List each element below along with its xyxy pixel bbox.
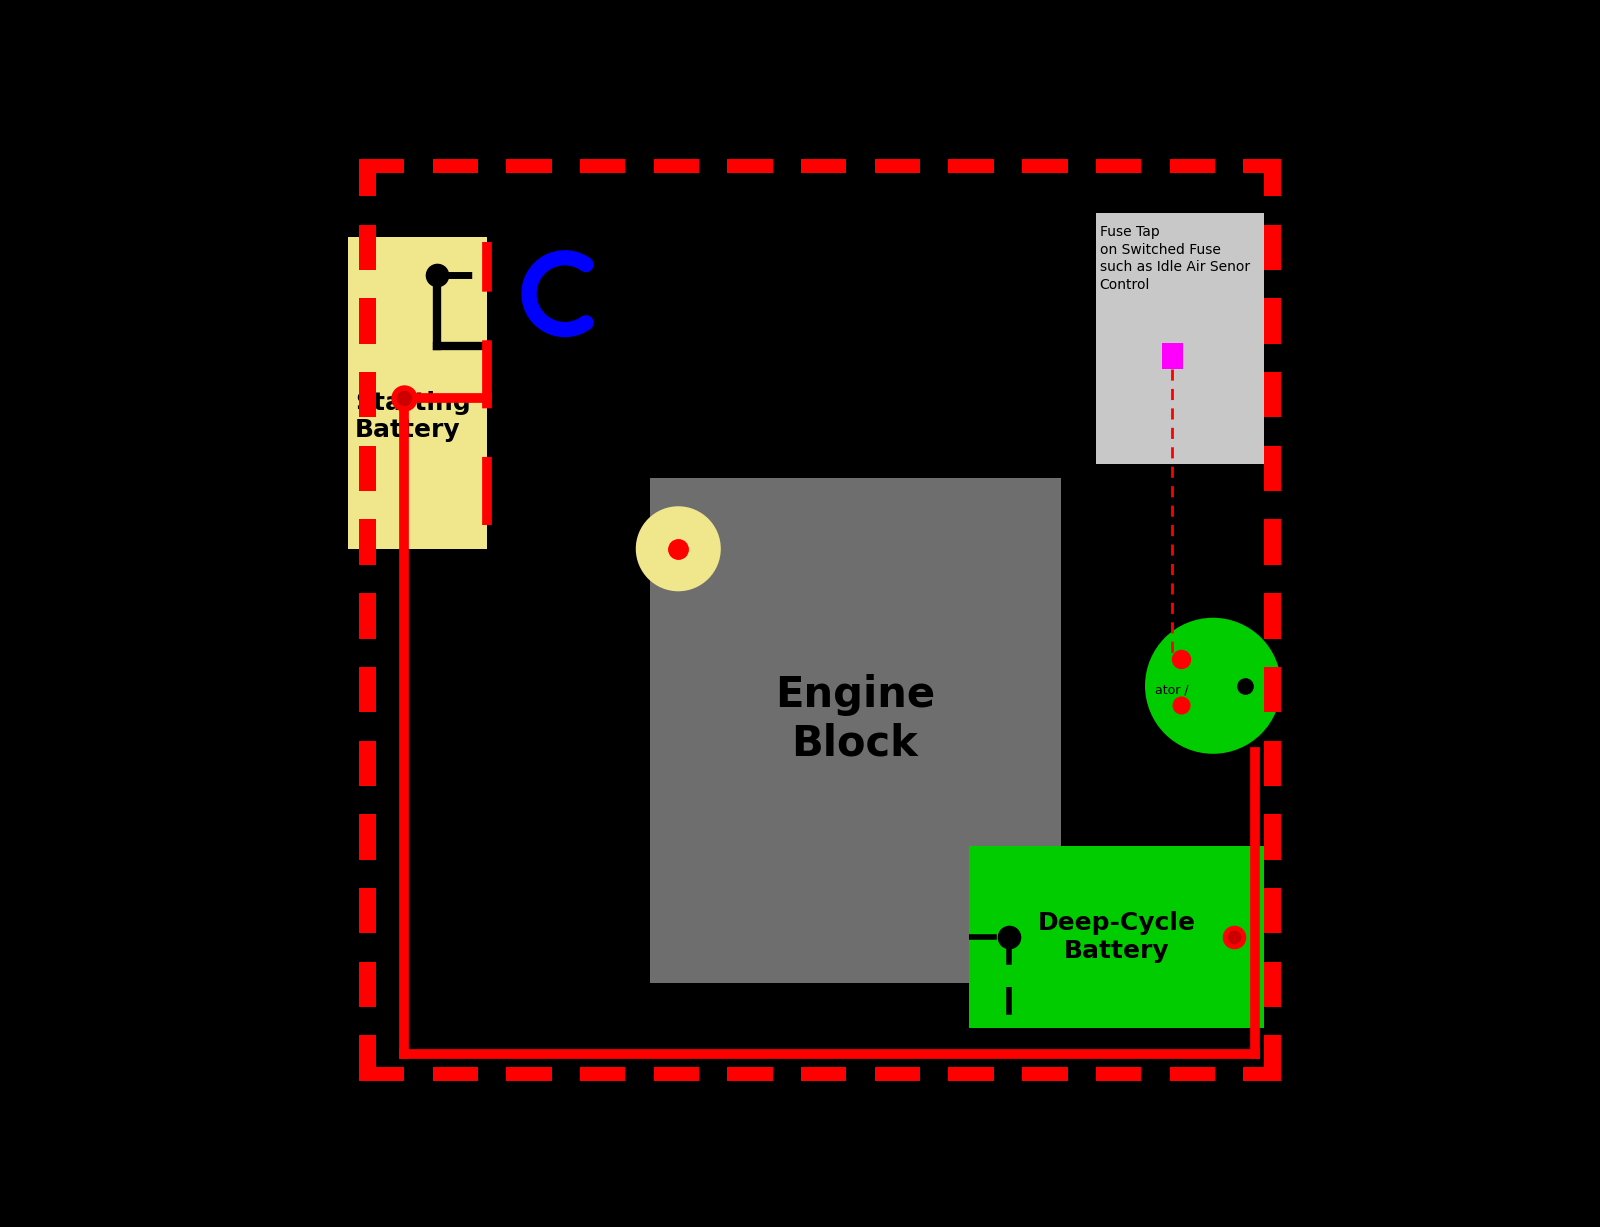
Bar bbox=[1264, 445, 1282, 491]
Bar bbox=[358, 1066, 405, 1081]
Bar bbox=[358, 962, 376, 1007]
Bar bbox=[347, 237, 488, 548]
Bar bbox=[1022, 158, 1067, 173]
Bar bbox=[1264, 815, 1282, 860]
Bar bbox=[358, 519, 376, 564]
Bar bbox=[506, 1066, 552, 1081]
Bar bbox=[358, 741, 376, 787]
Bar bbox=[581, 1066, 626, 1081]
Bar bbox=[728, 1066, 773, 1081]
Bar bbox=[506, 158, 552, 173]
Bar bbox=[581, 158, 626, 173]
Bar bbox=[802, 158, 846, 173]
Bar bbox=[1264, 962, 1282, 1007]
Bar bbox=[802, 1066, 846, 1081]
Bar bbox=[1264, 1036, 1282, 1081]
Text: Deep-Cycle
Battery: Deep-Cycle Battery bbox=[1038, 912, 1195, 963]
Bar bbox=[1243, 158, 1282, 173]
Bar bbox=[1022, 1066, 1067, 1081]
Bar bbox=[1264, 372, 1282, 417]
Bar bbox=[358, 1036, 376, 1081]
Text: Fuse Tap
on Switched Fuse
such as Idle Air Senor
Control: Fuse Tap on Switched Fuse such as Idle A… bbox=[1099, 225, 1250, 292]
Bar bbox=[1264, 667, 1282, 712]
Bar bbox=[358, 158, 376, 196]
Bar bbox=[1264, 225, 1282, 270]
Bar bbox=[358, 815, 376, 860]
Bar bbox=[358, 298, 376, 344]
Bar bbox=[949, 158, 994, 173]
Bar bbox=[1170, 158, 1214, 173]
Bar bbox=[1162, 342, 1182, 369]
Bar bbox=[875, 158, 920, 173]
Bar bbox=[1264, 158, 1282, 196]
Bar bbox=[650, 479, 1061, 983]
Bar bbox=[1264, 519, 1282, 564]
Bar bbox=[358, 372, 376, 417]
Bar bbox=[1096, 1066, 1141, 1081]
Text: Starting
Battery: Starting Battery bbox=[355, 390, 470, 443]
Bar bbox=[1264, 741, 1282, 787]
Bar bbox=[1243, 1066, 1282, 1081]
Bar bbox=[1096, 158, 1141, 173]
Bar bbox=[1170, 1066, 1214, 1081]
Bar bbox=[358, 225, 376, 270]
Bar bbox=[358, 593, 376, 638]
Bar bbox=[1264, 888, 1282, 934]
Bar bbox=[970, 847, 1264, 1028]
Bar bbox=[1264, 593, 1282, 638]
Bar bbox=[654, 1066, 699, 1081]
Text: ator /: ator / bbox=[1155, 683, 1189, 697]
Circle shape bbox=[1146, 617, 1282, 753]
Bar bbox=[358, 158, 405, 173]
Bar bbox=[432, 1066, 478, 1081]
Circle shape bbox=[635, 507, 720, 591]
Bar bbox=[432, 158, 478, 173]
Bar bbox=[728, 158, 773, 173]
Bar bbox=[1264, 298, 1282, 344]
Text: Engine
Block: Engine Block bbox=[774, 674, 934, 764]
Bar bbox=[654, 158, 699, 173]
Bar bbox=[949, 1066, 994, 1081]
Bar bbox=[358, 445, 376, 491]
Bar bbox=[1096, 213, 1264, 464]
Bar bbox=[358, 667, 376, 712]
Bar bbox=[875, 1066, 920, 1081]
Bar bbox=[358, 888, 376, 934]
